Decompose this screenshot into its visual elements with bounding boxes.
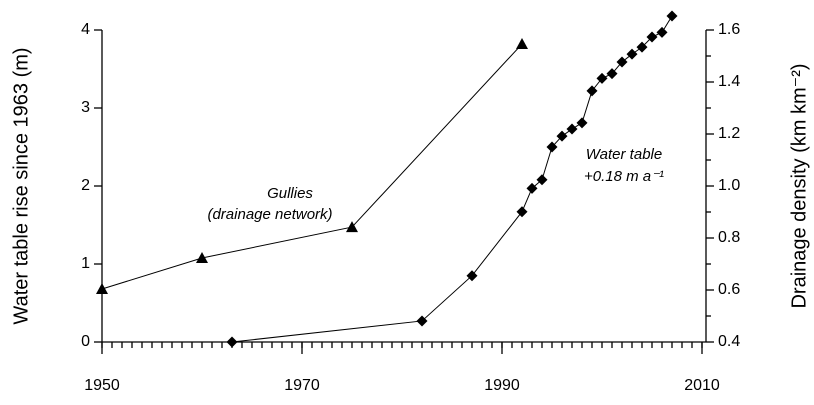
y2-axis-label: Drainage density (km km⁻²) [788,63,810,308]
diamond-marker [636,41,648,53]
triangle-marker [516,38,528,50]
y2-tick-label: 1.0 [718,177,740,194]
annotation: Gullies [267,185,313,202]
diamond-marker [666,10,678,22]
triangle-marker [96,282,108,294]
diamond-marker [526,182,538,194]
diamond-marker [566,123,578,135]
x-tick-label: 2010 [684,377,720,394]
series-line [101,43,523,290]
y-tick-label: 4 [81,21,90,38]
x-tick-label: 1970 [284,377,320,394]
x-tick-label: 1990 [484,377,520,394]
annotation: +0.18 m a⁻¹ [584,168,664,185]
y2-tick-label: 1.2 [718,125,740,142]
diamond-marker [596,72,608,84]
y-tick-label: 2 [81,177,90,194]
diamond-marker [586,85,598,97]
y-tick-label: 1 [81,255,90,272]
triangle-marker [346,221,358,233]
diamond-marker [466,270,478,282]
diamond-marker [536,174,548,186]
diamond-marker [656,26,668,38]
y2-tick-label: 0.6 [718,281,740,298]
x-tick-label: 1950 [84,377,120,394]
diamond-marker [606,68,618,80]
diamond-marker [226,336,238,348]
diamond-marker [626,48,638,60]
diamond-marker [546,141,558,153]
diamond-marker [556,130,568,142]
diamond-marker [616,56,628,68]
diamond-marker [646,31,658,43]
annotation: Water table [586,146,662,163]
diamond-marker [576,117,588,129]
triangle-marker [196,252,208,264]
y-tick-label: 3 [81,99,90,116]
y-tick-label: 0 [81,333,90,350]
y2-tick-label: 0.4 [718,333,740,350]
diamond-marker [416,315,428,327]
y2-tick-label: 1.6 [718,21,740,38]
y2-tick-label: 0.8 [718,229,740,246]
y-axis-label: Water table rise since 1963 (m) [10,47,32,324]
diamond-marker [516,206,528,218]
annotation: (drainage network) [207,206,332,223]
y2-tick-label: 1.4 [718,73,740,90]
